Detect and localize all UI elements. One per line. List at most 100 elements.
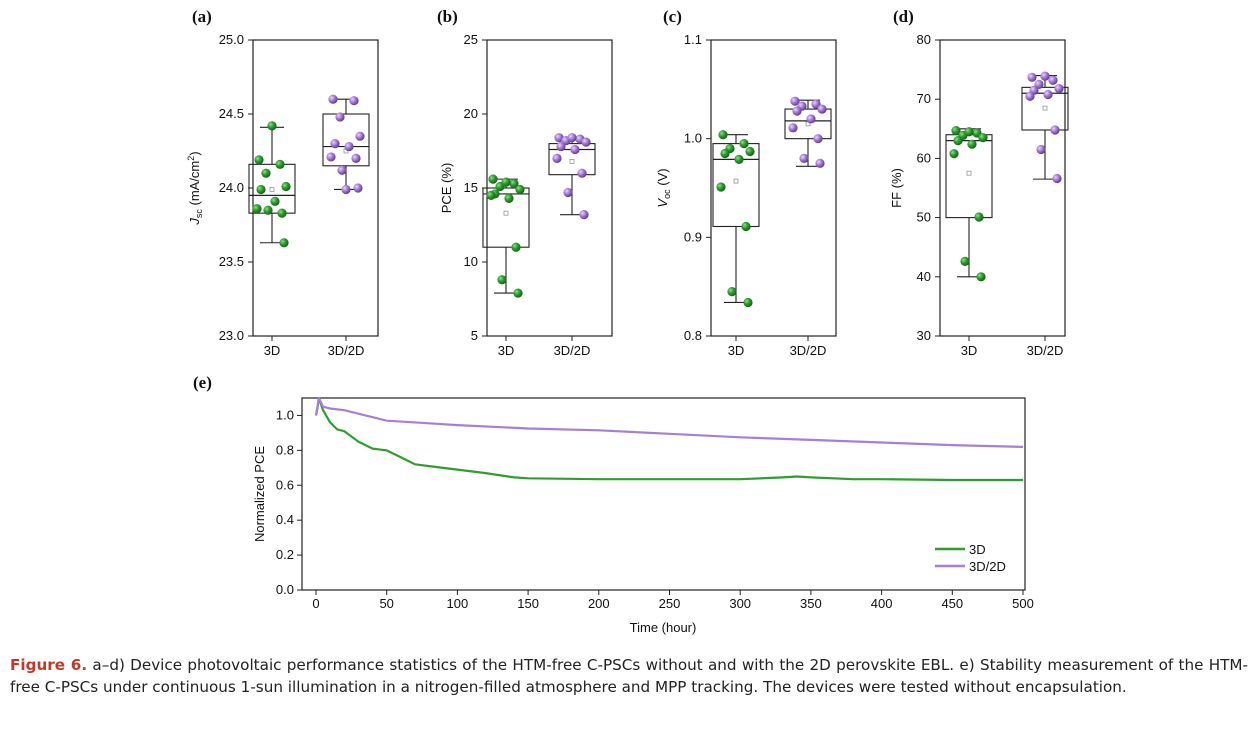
data-point <box>788 123 798 133</box>
data-point <box>353 183 363 193</box>
panel-e: (e) 0.0 0.2 0.4 0.6 0.8 1.0 0 50 100 150 200 250 30… <box>193 373 1034 635</box>
data-point <box>256 184 266 195</box>
data-point <box>556 141 566 152</box>
box-iqr <box>322 113 370 167</box>
panel-e-x-axis: 0 50 100 150 200 250 300 350 400 450 500 <box>312 590 1034 611</box>
y-tick-label: 15 <box>464 180 478 195</box>
panel-e-label: (e) <box>193 373 212 392</box>
data-point <box>277 208 287 218</box>
panel-b-y-axis: 5 10 15 20 25 <box>464 32 487 343</box>
box-iqr <box>712 143 760 228</box>
data-point <box>720 148 730 159</box>
y-tick-label: 50 <box>917 210 931 225</box>
y-tick-label: 0.6 <box>276 477 294 492</box>
data-point <box>581 137 591 147</box>
panel-e-y-axis: 0.0 0.2 0.4 0.6 0.8 1.0 <box>276 407 302 597</box>
data-point <box>515 184 525 195</box>
box-mean-marker <box>569 159 575 164</box>
data-point <box>328 94 338 104</box>
y-tick-label: 60 <box>917 150 931 165</box>
x-tick-label: 0 <box>312 596 319 611</box>
data-point <box>281 181 291 192</box>
x-tick-label: 3D <box>961 343 978 358</box>
panel-e-frame <box>301 397 1026 591</box>
data-point <box>270 196 280 206</box>
y-tick-label: 0.4 <box>276 512 294 527</box>
panel-d-y-label: FF (%) <box>889 168 904 208</box>
data-point <box>554 133 564 143</box>
data-point <box>1054 83 1064 94</box>
data-point <box>964 127 974 137</box>
data-point <box>263 205 273 215</box>
panel-a-label: (a) <box>192 7 212 26</box>
data-point <box>799 153 809 163</box>
y-tick-label: 0.8 <box>276 442 294 457</box>
data-point <box>497 275 507 285</box>
data-point <box>335 112 345 122</box>
data-point <box>716 182 726 192</box>
x-tick-label: 3D <box>264 343 281 358</box>
panel-b-x-axis: 3D 3D/2D <box>498 336 590 358</box>
panel-b: (b) 5 10 15 20 25 3D 3D/2D PCE (%) <box>437 7 613 358</box>
y-tick-label: 24.5 <box>219 106 244 121</box>
panel-d-label: (d) <box>893 7 914 26</box>
y-tick-label: 0.8 <box>684 328 702 343</box>
data-point <box>718 130 728 140</box>
data-point <box>953 136 963 146</box>
data-point <box>1040 71 1050 81</box>
data-point <box>261 168 271 178</box>
data-point <box>1027 72 1037 82</box>
x-tick-label: 300 <box>729 596 751 611</box>
y-tick-label: 0.0 <box>276 582 294 597</box>
box-mean-marker <box>1042 105 1048 111</box>
data-point <box>951 125 961 136</box>
panel-e-x-label: Time (hour) <box>630 620 697 635</box>
data-point <box>267 121 277 131</box>
data-point <box>743 297 753 308</box>
box-iqr <box>548 143 596 176</box>
data-point <box>351 153 361 163</box>
box-mean-marker <box>269 187 275 192</box>
y-tick-label: 0.2 <box>276 547 294 562</box>
data-point <box>1043 89 1053 100</box>
data-point <box>790 96 800 106</box>
y-tick-label: 1.0 <box>684 131 702 146</box>
panel-c-boxes <box>712 96 832 308</box>
panel-b-label: (b) <box>437 7 458 26</box>
x-tick-label: 3D/2D <box>1027 343 1064 358</box>
data-point <box>337 165 347 175</box>
y-tick-label: 80 <box>917 32 931 47</box>
box-mean-marker <box>966 170 972 176</box>
box-iqr <box>1021 86 1069 131</box>
x-tick-label: 400 <box>871 596 893 611</box>
data-point <box>486 190 496 200</box>
y-tick-label: 24.0 <box>219 180 244 195</box>
x-tick-label: 3D/2D <box>790 343 827 358</box>
data-point <box>509 178 519 189</box>
panel-a-x-axis: 3D 3D/2D <box>264 336 365 358</box>
panel-c: (c) 0.8 0.9 1.0 1.1 3D 3D/2D Voc (V) <box>655 7 837 358</box>
box-mean-marker <box>733 178 739 184</box>
box-iqr <box>482 187 530 248</box>
data-point <box>1048 75 1058 85</box>
panel-c-frame <box>710 39 837 337</box>
data-point <box>815 158 825 168</box>
panel-e-y-label: Normalized PCE <box>252 446 267 542</box>
data-point <box>275 159 285 169</box>
x-tick-label: 3D/2D <box>328 343 365 358</box>
panel-c-x-axis: 3D 3D/2D <box>728 336 827 358</box>
y-tick-label: 10 <box>464 254 478 269</box>
data-point <box>1050 125 1060 135</box>
panel-a-y-axis: 23.0 23.5 24.0 24.5 25.0 <box>219 32 253 343</box>
data-point <box>563 187 573 198</box>
data-point <box>745 146 755 157</box>
data-point <box>326 152 336 162</box>
legend-label-3d-2d: 3D/2D <box>969 559 1006 574</box>
data-point <box>960 256 970 267</box>
data-point <box>978 133 988 143</box>
data-point <box>813 134 823 144</box>
data-point <box>1036 144 1046 155</box>
data-point <box>579 210 589 220</box>
x-tick-label: 350 <box>800 596 822 611</box>
data-point <box>330 139 340 149</box>
